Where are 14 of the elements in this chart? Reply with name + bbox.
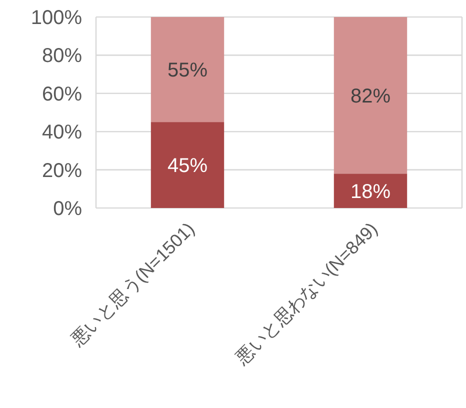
y-tick-label: 80% <box>42 45 82 68</box>
data-label: 82% <box>350 85 391 108</box>
y-tick-label: 20% <box>42 160 82 182</box>
bar <box>334 174 408 208</box>
data-label: 45% <box>167 155 208 178</box>
y-tick-label: 60% <box>42 83 82 106</box>
data-label: 18% <box>350 180 391 203</box>
data-label: 55% <box>167 60 208 82</box>
bar <box>334 17 408 174</box>
y-tick-label: 0% <box>53 198 82 220</box>
bar <box>150 17 224 122</box>
y-tick-label: 100% <box>30 7 82 29</box>
y-tick-label: 40% <box>42 122 82 144</box>
bar <box>150 122 224 208</box>
